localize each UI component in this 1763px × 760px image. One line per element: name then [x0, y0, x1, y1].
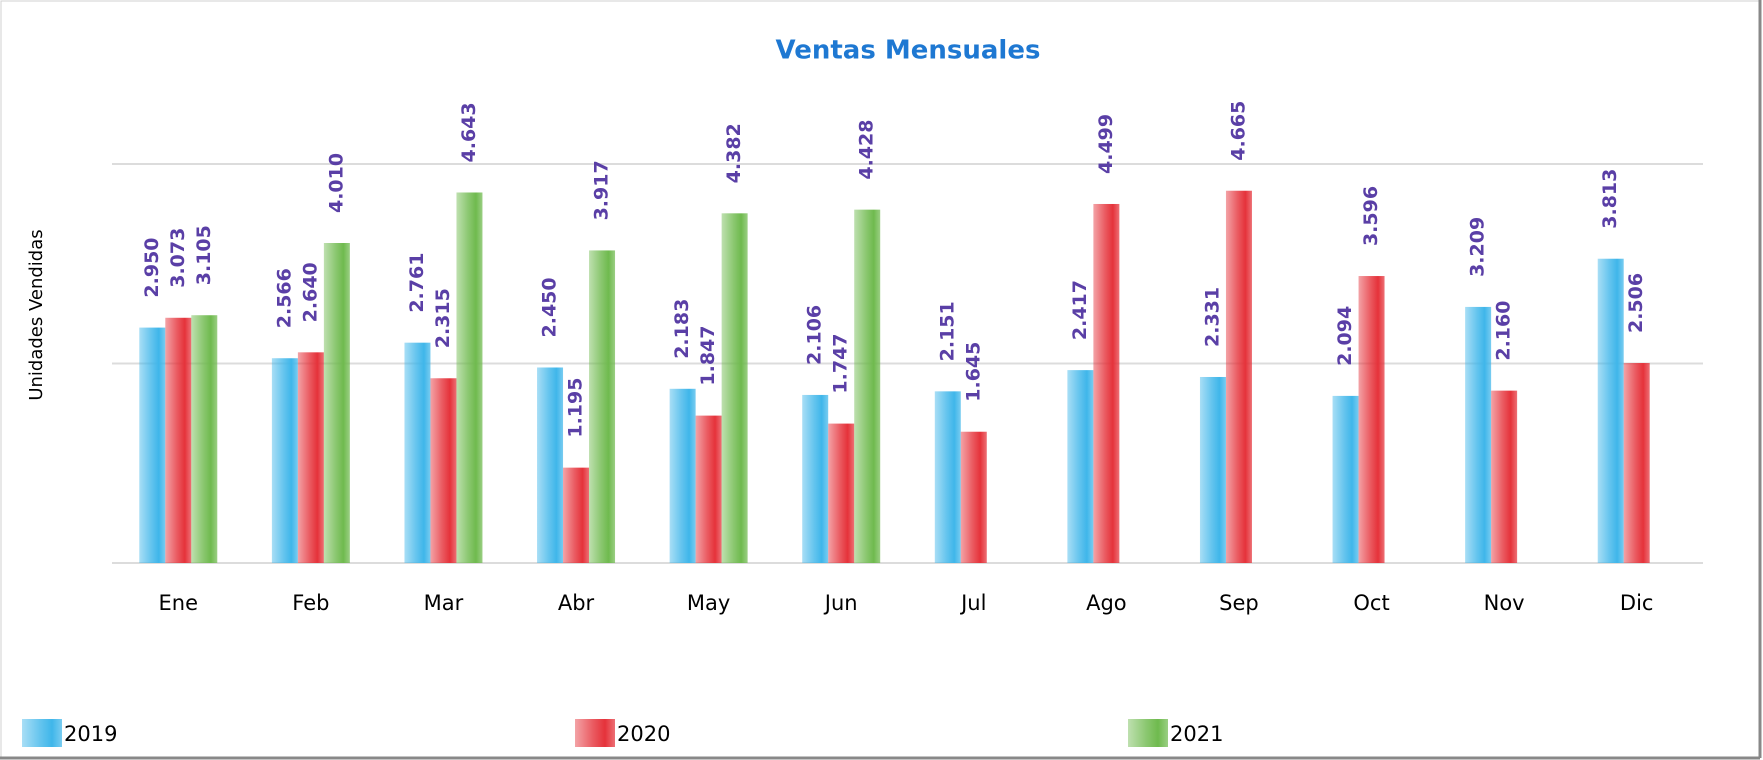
data-label: 3.596 [1360, 186, 1382, 246]
bar [404, 342, 431, 563]
legend-label: 2020 [617, 722, 670, 746]
bar [1623, 363, 1650, 563]
bar [589, 250, 616, 563]
bar [191, 315, 218, 563]
x-tick-label: Sep [1219, 591, 1259, 615]
x-tick-label: Jul [959, 591, 986, 615]
bar [1225, 190, 1252, 563]
data-label: 2.450 [539, 277, 561, 337]
data-label: 2.183 [671, 299, 693, 359]
bar [669, 388, 696, 563]
data-label: 2.331 [1201, 287, 1223, 347]
data-label: 1.645 [962, 342, 984, 402]
data-label: 2.106 [804, 305, 826, 365]
data-label: 2.761 [406, 253, 428, 313]
data-label: 1.195 [565, 378, 587, 438]
data-label: 3.209 [1467, 217, 1489, 277]
bar [854, 209, 881, 563]
data-label: 4.428 [856, 120, 878, 180]
data-label: 4.499 [1095, 114, 1117, 174]
x-tick-label: Oct [1353, 591, 1389, 615]
data-label: 2.160 [1493, 301, 1515, 361]
bar [1358, 276, 1385, 563]
bar [934, 391, 961, 563]
legend-swatch [575, 719, 615, 747]
bar [1332, 395, 1359, 563]
data-label: 2.151 [936, 301, 958, 361]
data-label: 1.747 [830, 333, 852, 393]
data-label: 4.010 [325, 153, 347, 213]
data-label: 3.813 [1599, 169, 1621, 229]
bar [323, 243, 350, 563]
bar [695, 415, 722, 563]
bar [960, 431, 987, 563]
data-label: 4.665 [1227, 101, 1249, 161]
legend-label: 2021 [1170, 722, 1223, 746]
bar [1199, 376, 1226, 563]
x-tick-label: Feb [292, 591, 329, 615]
bar [1465, 306, 1492, 563]
data-label: 2.640 [299, 262, 321, 322]
data-label: 4.643 [458, 102, 480, 162]
data-label: 3.917 [591, 160, 613, 220]
bar [430, 378, 457, 563]
chart-title: Ventas Mensuales [776, 36, 1041, 66]
x-tick-label: May [687, 591, 730, 615]
x-tick-label: Ene [159, 591, 199, 615]
data-label: 2.950 [141, 237, 163, 297]
bar [1491, 390, 1518, 563]
data-label: 2.417 [1069, 280, 1091, 340]
data-label: 4.382 [723, 123, 745, 183]
y-axis-label: Unidades Vendidas [26, 229, 47, 400]
bar [271, 358, 298, 563]
bar [139, 327, 166, 563]
legend-swatch [22, 719, 62, 747]
bar [537, 367, 564, 563]
bar [828, 423, 855, 563]
data-label: 3.105 [193, 225, 215, 285]
data-label: 2.566 [273, 268, 295, 328]
bar [456, 192, 483, 564]
bar [721, 213, 748, 563]
bar [165, 317, 192, 563]
bar [1067, 370, 1094, 563]
x-tick-label: Abr [558, 591, 595, 615]
x-tick-label: Ago [1086, 591, 1127, 615]
data-label: 2.094 [1334, 306, 1356, 366]
data-label: 2.315 [432, 288, 454, 348]
bar [1093, 203, 1120, 563]
bar [297, 352, 324, 563]
bar [1597, 258, 1624, 563]
data-label: 3.073 [167, 228, 189, 288]
bar [563, 467, 590, 563]
legend-swatch [1128, 719, 1168, 747]
bar [802, 394, 829, 563]
x-tick-label: Jun [823, 591, 858, 615]
x-tick-label: Dic [1620, 591, 1654, 615]
legend-label: 2019 [64, 722, 117, 746]
data-label: 1.847 [697, 326, 719, 386]
x-tick-label: Mar [424, 591, 464, 615]
x-tick-label: Nov [1484, 591, 1525, 615]
data-label: 2.506 [1625, 273, 1647, 333]
